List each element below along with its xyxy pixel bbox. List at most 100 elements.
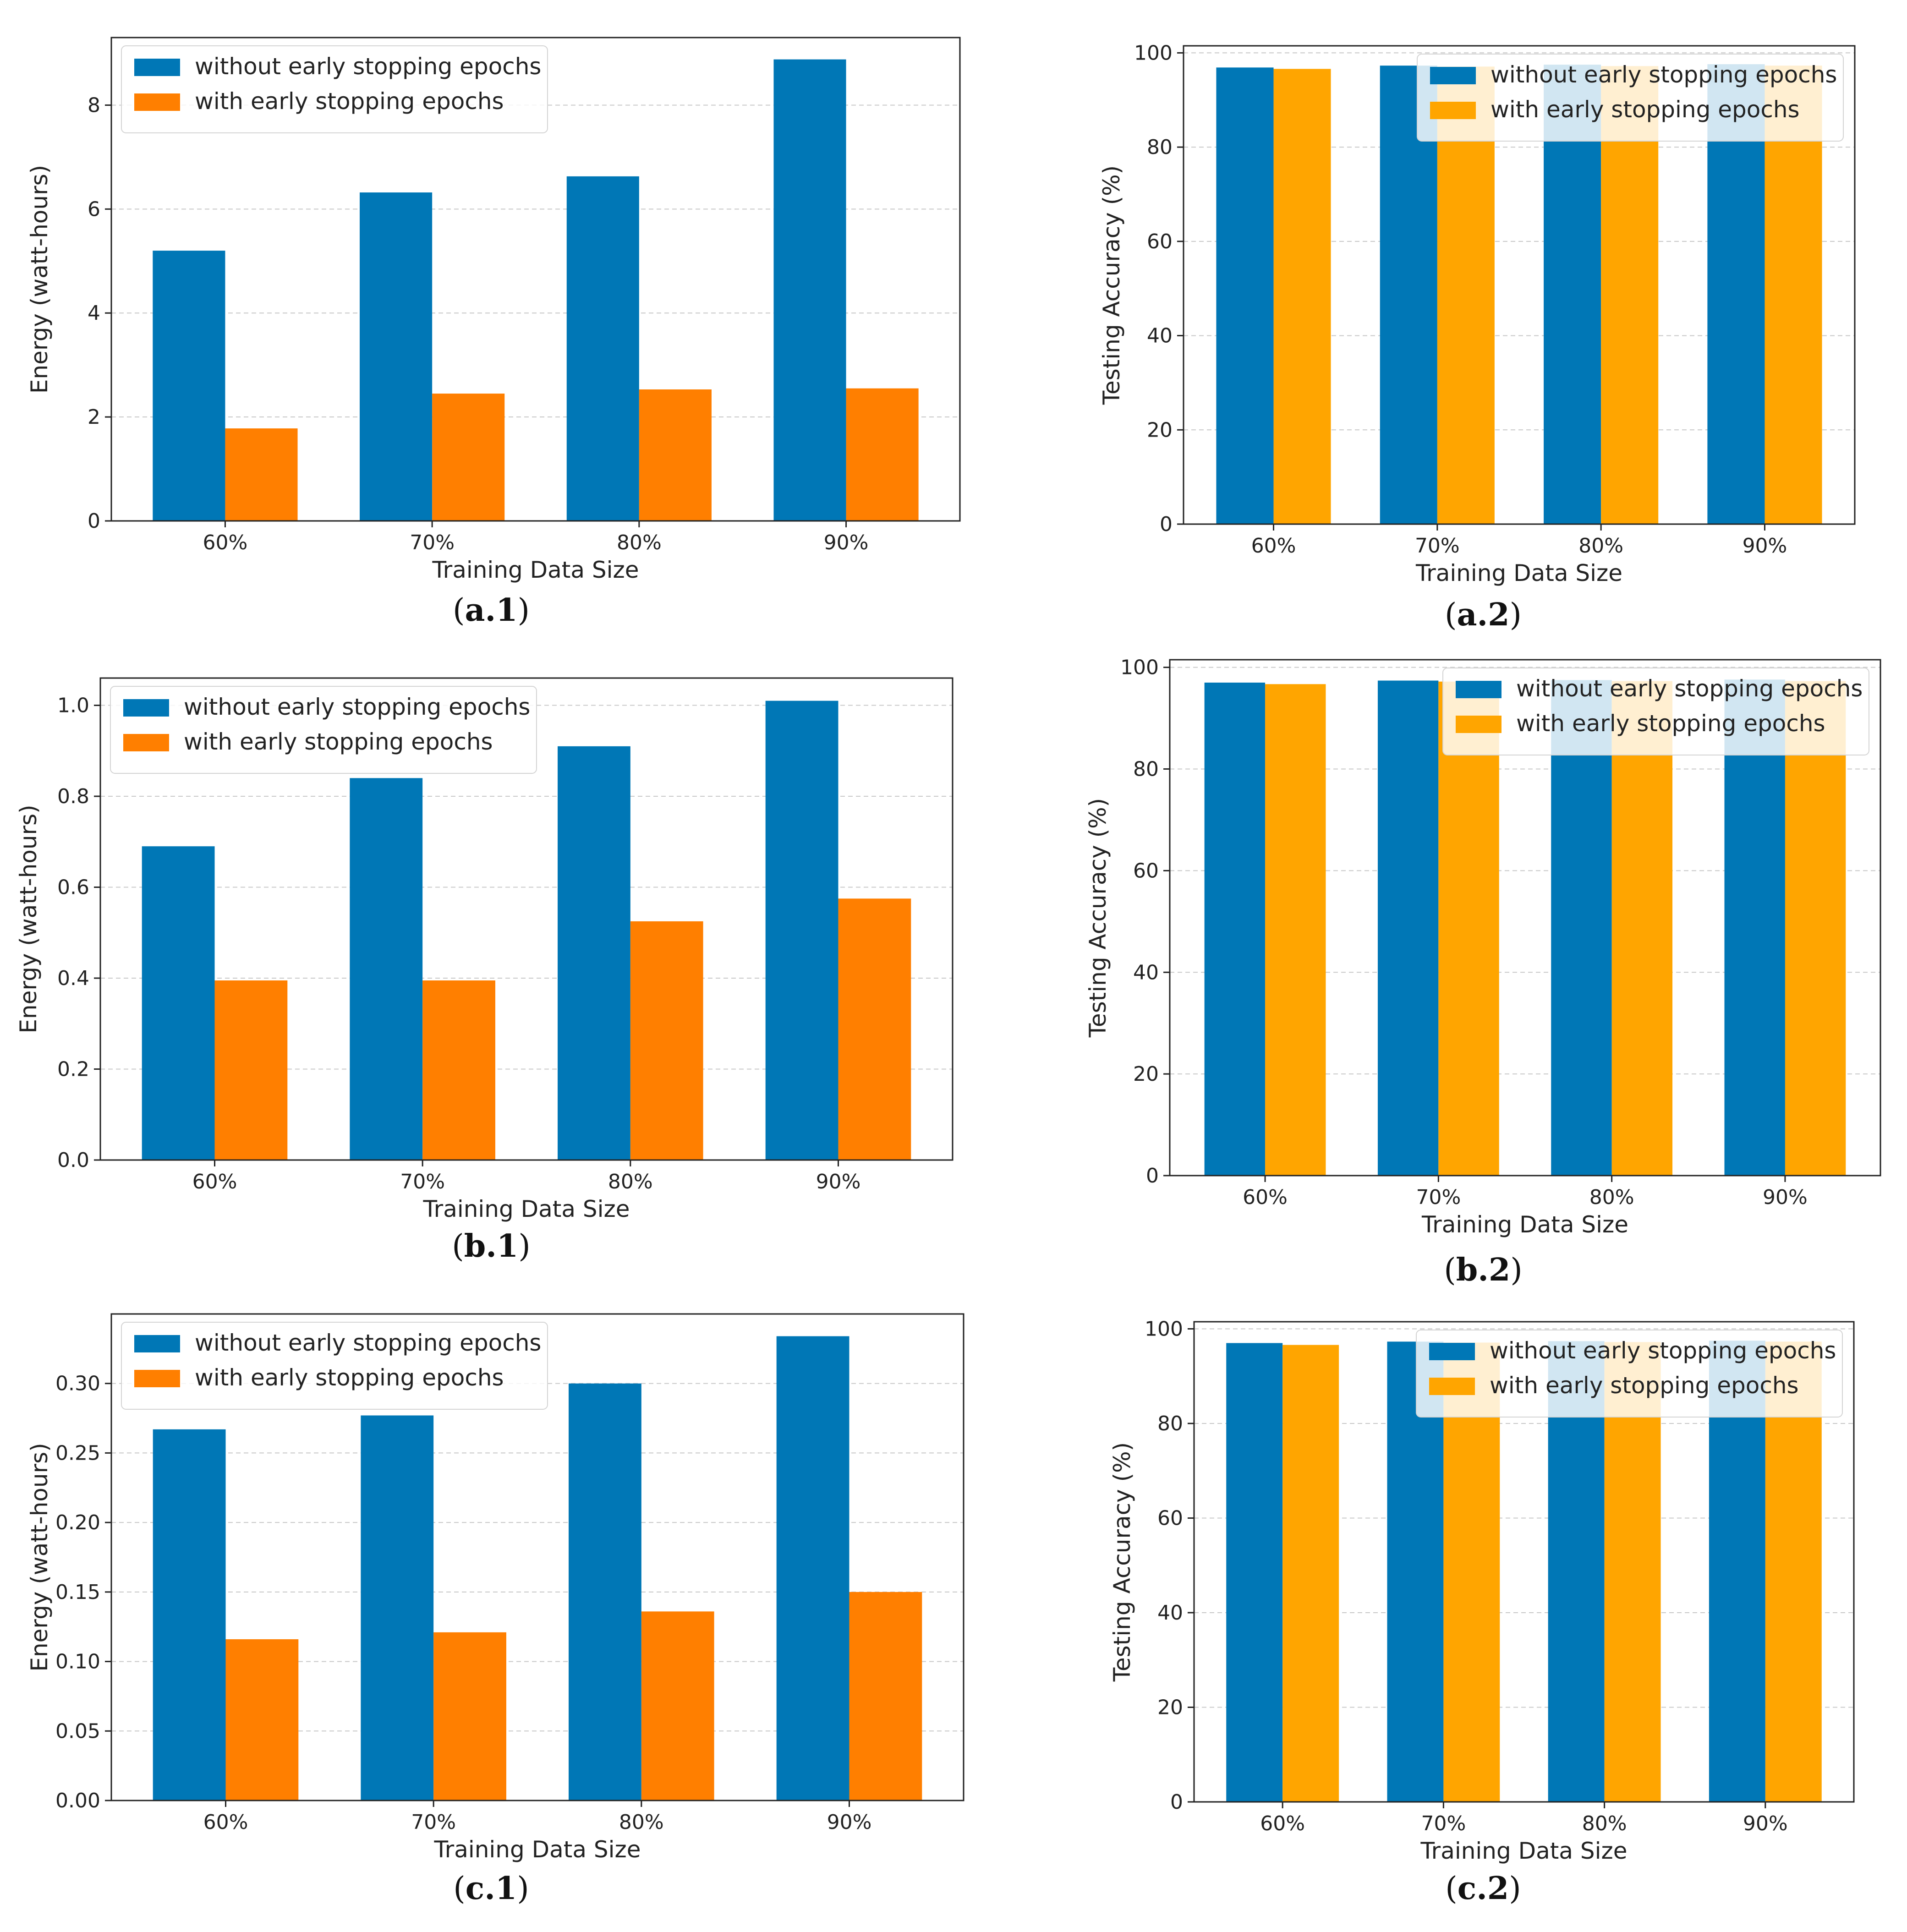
bar-with-early-stopping-80pct — [639, 389, 712, 521]
y-axis-title: Energy (watt-hours) — [26, 1443, 53, 1671]
bar-with-early-stopping-70pct — [1437, 66, 1495, 524]
plot-frame — [110, 37, 961, 522]
y-tick-label: 80 — [1157, 1412, 1183, 1435]
legend: without early stopping epochs with early … — [110, 686, 537, 774]
y-tick-label: 0.2 — [57, 1058, 89, 1081]
y-tick-label: 40 — [1157, 1601, 1183, 1625]
legend: without early stopping epochs with early … — [121, 1322, 548, 1410]
x-tick-label: 70% — [1421, 1812, 1466, 1835]
bar-with-early-stopping-90pct — [846, 388, 919, 521]
legend-swatch — [134, 93, 180, 111]
y-tick-label: 0 — [1146, 1164, 1159, 1188]
y-tick-label: 0.00 — [55, 1789, 100, 1812]
bar-with-early-stopping-60pct — [225, 428, 298, 521]
plot-frame — [99, 677, 954, 1161]
legend: without early stopping epochs with early … — [1417, 54, 1844, 142]
x-tick-label: 90% — [1743, 534, 1787, 558]
panel-caption: (b.2) — [1444, 1252, 1523, 1288]
bar-with-early-stopping-80pct — [1611, 681, 1673, 1176]
bar-without-early-stopping-80pct — [1548, 1341, 1605, 1802]
panel-caption: (b.1) — [452, 1228, 531, 1264]
legend-swatch — [1429, 1343, 1475, 1360]
legend-label: with early stopping epochs — [184, 728, 493, 755]
y-axis-title: Testing Accuracy (%) — [1109, 1442, 1135, 1682]
x-tick-label: 70% — [411, 1811, 456, 1834]
bar-without-early-stopping-80pct — [558, 746, 630, 1160]
bar-with-early-stopping-90pct — [1765, 1341, 1822, 1802]
y-tick-label: 60 — [1147, 230, 1173, 253]
bar-with-early-stopping-70pct — [422, 980, 495, 1160]
y-axis-title: Energy (watt-hours) — [26, 165, 53, 394]
x-axis-title: Training Data Size — [1415, 560, 1622, 586]
plot-frame — [1169, 659, 1881, 1177]
legend-label: without early stopping epochs — [1516, 675, 1863, 702]
legend: without early stopping epochs with early … — [1442, 668, 1869, 755]
chart-panel-c2: 0 20 40 60 80 100 60% 70% 80% 90% Training Data Si… — [1109, 1317, 1855, 1907]
legend-label: with early stopping epochs — [1490, 1372, 1799, 1399]
bar-without-early-stopping-60pct — [1216, 67, 1274, 525]
bar-with-early-stopping-90pct — [838, 898, 911, 1160]
bar-with-early-stopping-70pct — [1443, 1342, 1500, 1802]
bar-without-early-stopping-80pct — [1551, 680, 1612, 1176]
y-tick-label: 20 — [1133, 1062, 1159, 1086]
bar-with-early-stopping-70pct — [433, 1632, 506, 1801]
x-tick-label: 60% — [1260, 1812, 1305, 1835]
plot-frame — [1193, 1321, 1855, 1803]
legend-swatch — [123, 734, 169, 751]
y-tick-label: 0 — [1160, 513, 1173, 536]
x-tick-label: 80% — [608, 1170, 653, 1193]
bar-without-early-stopping-70pct — [1377, 680, 1439, 1176]
legend-swatch — [123, 699, 169, 717]
legend-swatch — [134, 59, 180, 76]
y-tick-label: 0.0 — [57, 1149, 89, 1172]
x-tick-label: 60% — [203, 1811, 248, 1834]
legend-swatch — [1430, 102, 1476, 119]
bar-without-early-stopping-80pct — [569, 1383, 641, 1801]
legend-box — [110, 686, 537, 774]
x-axis-title: Training Data Size — [422, 1196, 630, 1222]
y-tick-label: 100 — [1145, 1317, 1183, 1341]
bar-with-early-stopping-80pct — [1601, 66, 1659, 524]
bar-without-early-stopping-90pct — [776, 1336, 849, 1801]
legend-label: without early stopping epochs — [1490, 1337, 1836, 1364]
x-tick-label: 70% — [1416, 1186, 1461, 1209]
x-tick-label: 90% — [1763, 1186, 1808, 1209]
bar-without-early-stopping-60pct — [142, 846, 215, 1160]
bar-without-early-stopping-90pct — [1709, 1341, 1765, 1802]
panel-caption: (c.2) — [1445, 1870, 1521, 1907]
legend-swatch — [1430, 67, 1476, 84]
x-tick-label: 80% — [617, 531, 662, 554]
x-tick-label: 70% — [400, 1170, 445, 1193]
x-tick-label: 60% — [203, 531, 248, 554]
chart-panel-b2: 0 20 40 60 80 100 60% 70% 80% 90% Training Data Si… — [1085, 656, 1881, 1288]
bar-without-early-stopping-60pct — [1204, 682, 1266, 1176]
legend: without early stopping epochs with early … — [1416, 1330, 1843, 1418]
chart-panel-a2: 0 20 40 60 80 100 60% 70% 80% 90% Training Data Si… — [1098, 41, 1856, 633]
y-tick-label: 60 — [1133, 859, 1159, 882]
x-tick-label: 60% — [1243, 1186, 1288, 1209]
y-tick-label: 0.20 — [55, 1511, 100, 1534]
y-tick-label: 0 — [88, 509, 100, 533]
x-axis-title: Training Data Size — [433, 1836, 641, 1863]
chart-panel-a1: 0 2 4 6 8 60% 70% 80% 90% Training Data Size Energ… — [26, 37, 961, 629]
y-tick-label: 0.30 — [55, 1372, 100, 1396]
x-axis-title: Training Data Size — [432, 557, 639, 583]
bar-with-early-stopping-80pct — [641, 1611, 714, 1801]
x-tick-label: 60% — [1251, 534, 1296, 558]
y-axis-title: Testing Accuracy (%) — [1098, 165, 1125, 405]
y-tick-label: 0 — [1170, 1790, 1183, 1814]
y-tick-label: 60 — [1157, 1506, 1183, 1530]
legend-label: without early stopping epochs — [1491, 61, 1837, 88]
bar-with-early-stopping-60pct — [1282, 1345, 1339, 1802]
y-tick-label: 1.0 — [57, 694, 89, 717]
x-tick-label: 80% — [1578, 534, 1623, 558]
legend-label: without early stopping epochs — [184, 694, 530, 720]
bar-without-early-stopping-70pct — [1387, 1341, 1444, 1802]
x-tick-label: 80% — [619, 1811, 664, 1834]
legend-swatch — [1429, 1378, 1475, 1395]
y-tick-label: 20 — [1157, 1696, 1183, 1719]
x-axis-title: Training Data Size — [1421, 1211, 1628, 1238]
bar-without-early-stopping-90pct — [765, 701, 838, 1160]
chart-panel-c1: 0.00 0.05 0.10 0.15 0.20 0.25 0.30 60% 70% 80% 90%… — [26, 1313, 964, 1907]
bar-without-early-stopping-90pct — [773, 59, 846, 521]
